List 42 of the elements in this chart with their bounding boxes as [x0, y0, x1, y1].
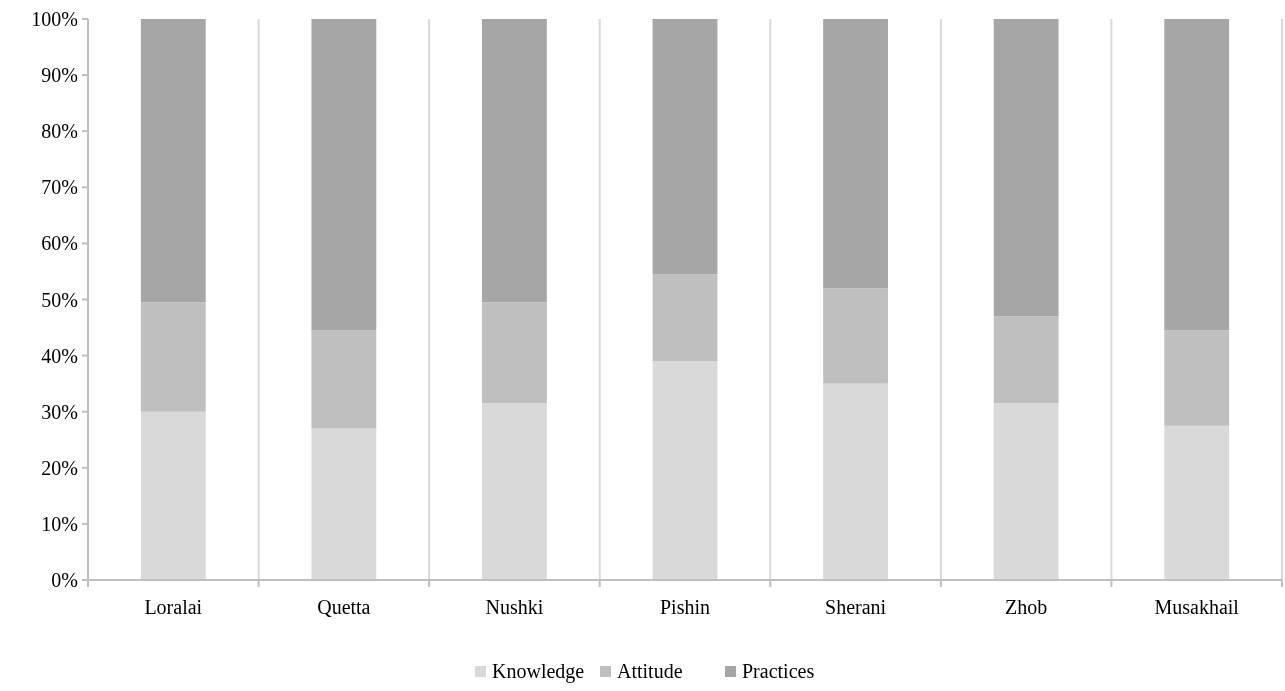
- y-tick-label: 10%: [41, 512, 78, 535]
- y-tick-label: 50%: [41, 288, 78, 311]
- x-tick-label: Loralai: [144, 596, 203, 618]
- bar: [652, 274, 718, 362]
- bar: [140, 19, 206, 303]
- bar: [993, 403, 1059, 580]
- y-tick-label: 30%: [41, 400, 78, 423]
- y-tick-label: 60%: [41, 232, 78, 255]
- x-tick-label: Sherani: [825, 596, 887, 618]
- legend-label: Knowledge: [492, 660, 585, 683]
- y-tick-label: 70%: [41, 176, 78, 199]
- bar: [1164, 330, 1230, 426]
- bar: [993, 19, 1059, 317]
- bar: [311, 19, 377, 331]
- bar: [652, 19, 718, 275]
- bar: [1164, 425, 1230, 580]
- bar: [823, 288, 888, 384]
- y-tick-label: 0%: [51, 569, 78, 591]
- legend-label: Practices: [742, 660, 815, 682]
- bar: [823, 19, 888, 289]
- bar: [311, 428, 377, 580]
- legend-label: Attitude: [617, 660, 683, 682]
- bar: [823, 383, 888, 580]
- bar: [993, 316, 1059, 404]
- bar: [482, 302, 547, 404]
- bar: [311, 330, 377, 429]
- y-tick-label: 80%: [41, 120, 78, 143]
- y-tick-label: 90%: [41, 64, 78, 87]
- bar: [140, 411, 206, 580]
- bar: [652, 361, 718, 580]
- x-tick-label: Zhob: [1005, 596, 1048, 618]
- y-tick-label: 40%: [41, 344, 78, 367]
- bar: [482, 403, 547, 580]
- y-tick-label: 20%: [41, 456, 78, 479]
- y-tick-label: 100%: [31, 8, 78, 30]
- bar: [140, 302, 206, 412]
- bar: [1164, 19, 1230, 331]
- x-tick-label: Musakhail: [1154, 596, 1240, 618]
- x-tick-label: Nushki: [485, 596, 544, 618]
- x-tick-label: Pishin: [659, 596, 711, 618]
- x-tick-label: Quetta: [317, 596, 371, 618]
- bar: [482, 19, 547, 303]
